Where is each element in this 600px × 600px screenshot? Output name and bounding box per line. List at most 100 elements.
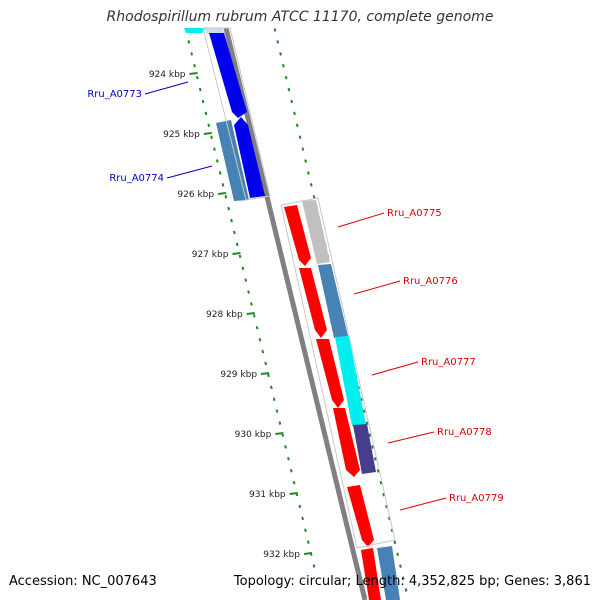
ruler-dot — [385, 504, 388, 509]
ruler-dot — [238, 254, 242, 259]
ruler-dot — [306, 540, 310, 544]
ruler-dot — [201, 99, 205, 104]
ruler-dot — [235, 242, 239, 247]
gene-leader-line — [144, 81, 189, 95]
gene-Rru_A0776[interactable] — [318, 264, 348, 338]
tick-mark — [203, 132, 212, 135]
ruler-dot — [221, 183, 225, 187]
gene-label-Rru_A0773[interactable]: Rru_A0773 — [87, 89, 142, 100]
feature-red-6 — [361, 548, 381, 600]
ruler-dot — [269, 385, 273, 390]
ruler-dot — [275, 409, 279, 413]
ruler-dot — [210, 135, 213, 139]
gene-Rru_A0775[interactable] — [302, 200, 330, 264]
ruler-dot — [390, 528, 394, 533]
tick-mark — [189, 72, 198, 75]
tick-mark — [260, 372, 270, 375]
ruler-dot — [227, 206, 231, 211]
ruler-dot — [250, 302, 253, 306]
ruler-dot — [187, 40, 191, 44]
gene-labels: Rru_A0773 Rru_A0774 Rru_A0775 Rru_A0776 Rru_… — [87, 81, 504, 511]
ruler-dot — [276, 40, 280, 44]
ruler-dot — [373, 457, 377, 461]
ruler-dot — [301, 147, 305, 151]
gene-label-Rru_A0775[interactable]: Rru_A0775 — [387, 208, 442, 219]
tick-label: 932 kbp — [263, 550, 300, 560]
ruler-dot — [379, 481, 383, 485]
gene-label-Rru_A0779[interactable]: Rru_A0779 — [449, 493, 504, 504]
ruler-dot — [287, 87, 291, 92]
ruler-dot — [360, 397, 363, 402]
tick-label: 929 kbp — [220, 370, 257, 380]
ruler-dot — [224, 194, 228, 199]
ruler-dot — [190, 52, 194, 56]
ruler-dot — [382, 492, 386, 497]
tick-label: 931 kbp — [249, 490, 286, 500]
backbone-line — [223, 27, 368, 600]
tick-mark — [246, 312, 255, 315]
ruler-dot — [279, 52, 282, 56]
tick-label: 928 kbp — [206, 310, 243, 320]
ruler-dot — [293, 111, 296, 116]
ruler-dot — [365, 421, 369, 425]
ruler-dot — [267, 373, 270, 378]
feature-red-1 — [284, 205, 311, 266]
ruler-dot — [244, 278, 248, 282]
ruler-dot — [298, 135, 302, 139]
tick-labels: 924 kbp 925 kbp 926 kbp 927 kbp 928 kbp 929 k… — [149, 70, 313, 560]
ruler-dot — [247, 290, 250, 294]
ruler-dot — [273, 28, 277, 32]
ruler-dot — [312, 195, 316, 199]
map-title: Rhodospirillum rubrum ATCC 11170, comple… — [106, 9, 494, 25]
tick-label: 930 kbp — [235, 430, 272, 440]
ruler-dot — [307, 171, 310, 175]
ruler-dot — [198, 87, 202, 92]
ruler-dot — [292, 480, 296, 485]
ruler-dot — [298, 504, 302, 509]
ruler-dot — [204, 111, 208, 116]
ruler-dot — [399, 564, 402, 568]
ruler-dot — [232, 230, 236, 235]
gene-Rru_A0778[interactable] — [353, 424, 376, 474]
ruler-dot — [304, 528, 307, 533]
gene-Rru_A0773[interactable] — [209, 33, 247, 118]
ruler-dot — [278, 421, 282, 425]
gene-leader-line — [337, 212, 385, 228]
ruler-dot — [290, 99, 294, 104]
tick-mark — [232, 252, 241, 255]
feature-blue-bottom — [377, 546, 400, 600]
outline-box-lower — [280, 197, 396, 549]
tick-mark — [217, 192, 227, 195]
gene-leader-line — [166, 165, 213, 179]
ruler-dot — [252, 314, 256, 318]
gene-label-Rru_A0777[interactable]: Rru_A0777 — [421, 357, 476, 368]
ruler-dot — [284, 75, 288, 80]
ruler-dot — [264, 361, 268, 366]
ruler-dot — [301, 516, 304, 521]
ruler-dot — [393, 540, 397, 545]
feature-red-2 — [299, 268, 327, 338]
ruler-dot — [261, 349, 265, 354]
ruler-dot — [213, 147, 216, 151]
tick-mark — [289, 492, 298, 495]
gene-Rru_A0779[interactable] — [347, 485, 374, 547]
tick-mark — [275, 432, 284, 435]
ruler-dot — [255, 326, 259, 330]
ruler-dot — [401, 576, 405, 580]
feature-white-top — [204, 28, 225, 34]
tick-label: 926 kbp — [177, 190, 214, 200]
ruler-dot — [258, 337, 262, 342]
gene-leader-line — [371, 361, 419, 376]
gene-label-Rru_A0774[interactable]: Rru_A0774 — [109, 173, 164, 184]
gene-Rru_A0777[interactable] — [335, 336, 366, 426]
tick-mark — [303, 552, 313, 555]
feature-blue-b — [234, 117, 265, 198]
gene-leader-line — [399, 497, 447, 511]
gene-label-Rru_A0776[interactable]: Rru_A0776 — [403, 276, 458, 287]
ruler-dot — [287, 457, 290, 461]
ruler-dot — [362, 409, 366, 414]
ruler-dot — [387, 516, 391, 521]
gene-label-Rru_A0778[interactable]: Rru_A0778 — [437, 427, 492, 438]
ruler-dot — [312, 564, 316, 568]
